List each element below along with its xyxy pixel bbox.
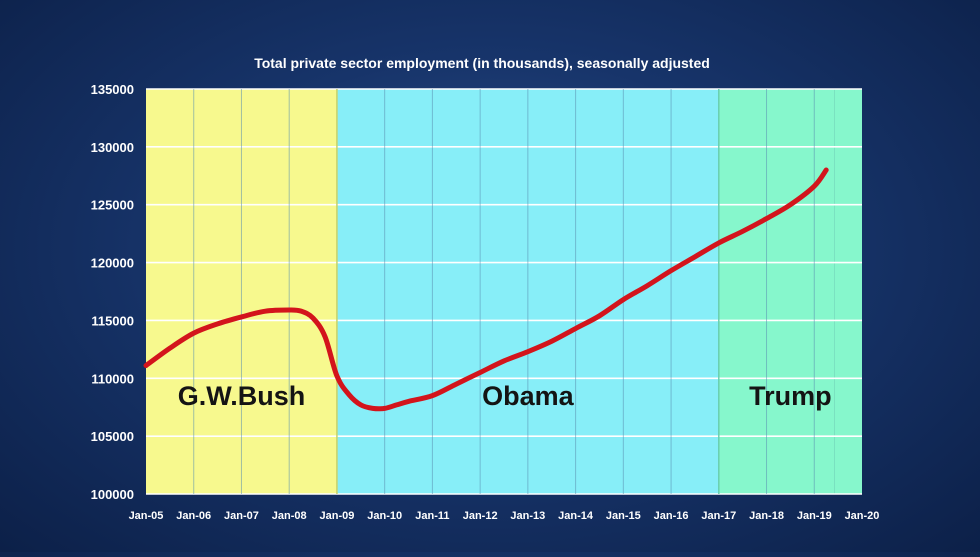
y-tick-label: 135000 [91,82,134,97]
y-tick-label: 125000 [91,198,134,213]
data-point [574,327,577,330]
x-tick-label: Jan-17 [701,510,736,522]
x-tick-label: Jan-20 [845,510,880,522]
y-tick-label: 115000 [91,313,134,328]
data-point [383,407,386,410]
y-tick-label: 120000 [91,256,134,271]
y-tick-label: 110000 [91,371,134,386]
data-point [431,394,434,397]
x-tick-label: Jan-07 [224,510,259,522]
region-labels: G.W.Bush Obama Trump [178,381,832,411]
region-label-trump: Trump [749,381,832,411]
y-tick-label: 100000 [91,487,134,502]
chart-title: Total private sector employment (in thou… [254,55,710,71]
data-point [192,332,195,335]
data-point [395,403,398,406]
x-tick-label: Jan-12 [463,510,498,522]
data-point [347,393,350,396]
presidency-regions [146,89,862,494]
data-point [145,364,148,367]
x-axis: Jan-05 Jan-06 Jan-07 Jan-08 Jan-09 Jan-10 Jan-… [129,510,880,522]
data-point [646,284,649,287]
region-label-g-w-bush: G.W.Bush [178,381,306,411]
y-tick-label: 130000 [91,140,134,155]
data-point [825,169,828,172]
data-point [479,371,482,374]
data-point [693,255,696,258]
data-point [168,347,171,350]
x-tick-label: Jan-16 [654,510,689,522]
data-point [455,383,458,386]
x-tick-label: Jan-05 [129,510,164,522]
data-point [550,340,553,343]
data-point [264,310,267,313]
data-point [741,230,744,233]
x-tick-label: Jan-11 [415,510,449,522]
x-tick-label: Jan-19 [797,510,832,522]
data-point [813,185,816,188]
data-point [371,407,374,410]
data-point [717,241,720,244]
data-point [312,317,315,320]
data-point [216,322,219,325]
data-point [300,310,303,313]
employment-series-line-0 [143,167,829,412]
x-tick-label: Jan-14 [558,510,594,522]
data-point [670,269,673,272]
series-layer [143,167,829,412]
region-band-2 [718,89,835,494]
data-point [407,400,410,403]
x-tick-label: Jan-10 [367,510,402,522]
y-tick-label: 105000 [91,429,134,444]
x-tick-label: Jan-08 [272,510,307,522]
region-label-obama: Obama [482,381,575,411]
x-tick-label: Jan-15 [606,510,641,522]
data-point [526,350,529,353]
data-point [288,309,291,312]
data-point [324,335,327,338]
data-point [240,315,243,318]
data-point [598,314,601,317]
data-point [503,359,506,362]
region-band-3 [834,89,862,494]
x-tick-label: Jan-09 [320,510,355,522]
x-tick-label: Jan-13 [510,510,545,522]
data-point [335,374,338,377]
y-axis: 100000 105000 110000 115000 120000 125000 1300… [91,82,134,502]
x-tick-label: Jan-06 [176,510,211,522]
data-point [359,403,362,406]
data-point [765,217,768,220]
data-point [789,203,792,206]
data-point [622,298,625,301]
grid-lines [146,88,862,495]
x-tick-label: Jan-18 [749,510,784,522]
